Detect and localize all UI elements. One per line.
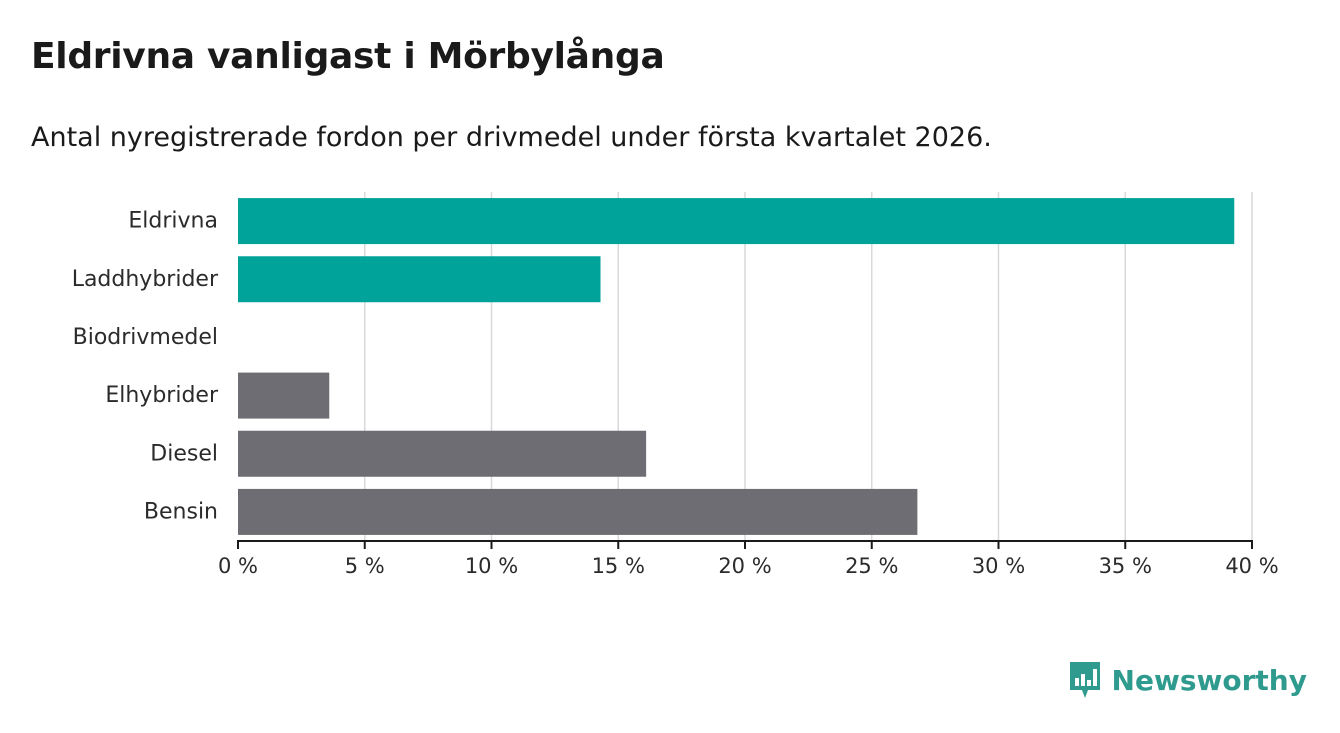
chart-subtitle: Antal nyregistrerade fordon per drivmede…	[31, 122, 992, 153]
bar-elhybrider	[238, 372, 330, 419]
category-label: Diesel	[150, 441, 218, 466]
bars	[238, 198, 1235, 535]
category-label: Laddhybrider	[72, 267, 219, 292]
category-label: Biodrivmedel	[73, 325, 218, 350]
x-tick-label: 35 %	[1099, 554, 1152, 578]
x-axis: 0 % 5 % 10 % 15 % 20 % 25 % 30 % 35 % 40 %	[218, 540, 1279, 578]
x-tick-label: 40 %	[1225, 554, 1278, 578]
category-label: Bensin	[144, 499, 218, 524]
bar-diesel	[238, 430, 647, 477]
bar-eldrivna	[238, 198, 1235, 245]
chart-title: Eldrivna vanligast i Mörbylånga	[31, 36, 665, 77]
x-tick-label: 0 %	[218, 554, 258, 578]
x-tick-label: 30 %	[972, 554, 1025, 578]
bar-chart-icon	[1069, 662, 1100, 698]
x-tick-label: 20 %	[718, 554, 771, 578]
category-label: Elhybrider	[105, 383, 219, 408]
category-labels: Eldrivna Laddhybrider Biodrivmedel Elhybrid…	[72, 209, 219, 525]
gridlines	[364, 192, 1253, 541]
x-tick-label: 10 %	[465, 554, 518, 578]
bar-bensin	[238, 488, 918, 535]
bar-laddhybrider	[238, 256, 601, 303]
x-tick-label: 25 %	[845, 554, 898, 578]
brand-name: Newsworthy	[1111, 663, 1307, 697]
x-tick-label: 5 %	[345, 554, 385, 578]
category-label: Eldrivna	[128, 209, 218, 234]
x-tick-label: 15 %	[592, 554, 645, 578]
newsworthy-logo: Newsworthy	[1068, 660, 1307, 700]
